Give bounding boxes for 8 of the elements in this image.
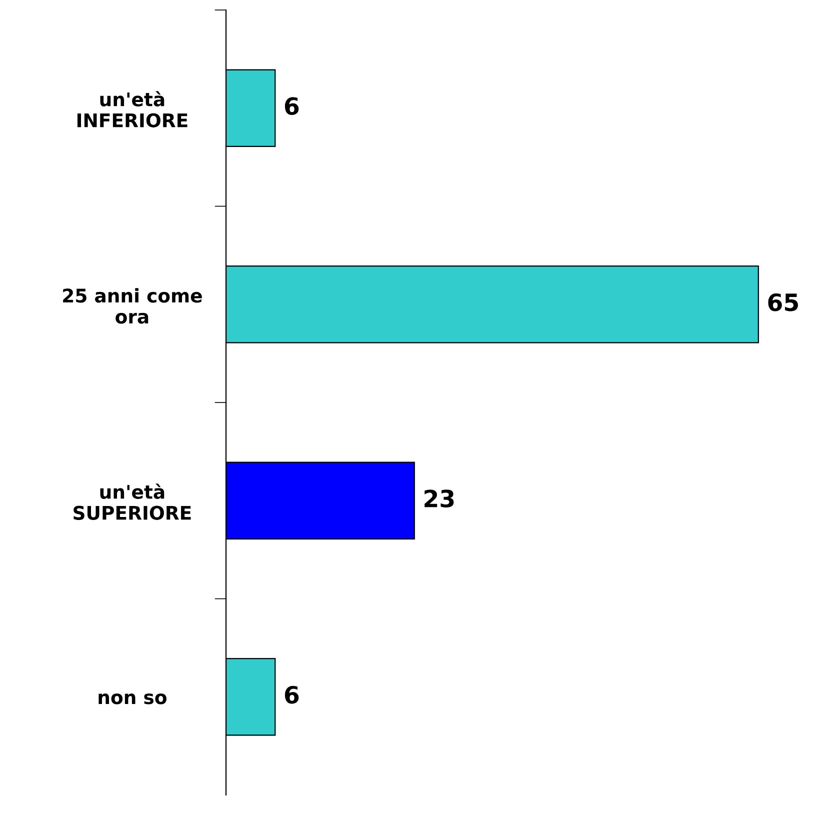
- data-label: 65: [768, 293, 798, 312]
- y-tick-label: un'età INFERIORE: [77, 91, 188, 128]
- y-tick-label: 25 anni come ora: [63, 288, 202, 324]
- y-tick-label: un'età SUPERIORE: [74, 484, 191, 520]
- data-label: 23: [424, 490, 454, 508]
- data-label: 6: [284, 686, 299, 704]
- y-tick-label: non so: [98, 694, 166, 704]
- data-label: 6: [284, 97, 299, 115]
